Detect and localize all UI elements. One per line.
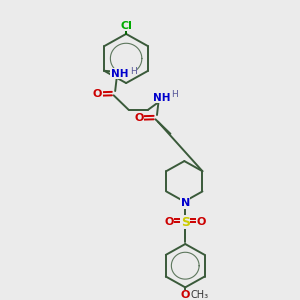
Text: O: O: [93, 89, 102, 99]
Text: O: O: [181, 290, 190, 300]
Text: S: S: [181, 216, 190, 229]
Text: O: O: [134, 113, 144, 123]
Text: H: H: [130, 67, 136, 76]
Text: O: O: [164, 218, 173, 227]
Text: NH: NH: [111, 69, 128, 79]
Text: O: O: [197, 218, 206, 227]
Text: NH: NH: [153, 93, 170, 103]
Text: Cl: Cl: [120, 21, 132, 31]
Text: CH₃: CH₃: [190, 290, 208, 300]
Text: N: N: [181, 198, 190, 208]
Text: H: H: [172, 90, 178, 99]
